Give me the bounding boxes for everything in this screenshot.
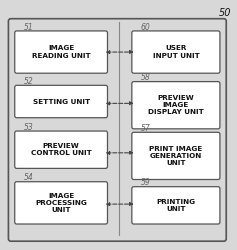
- Text: IMAGE
PROCESSING
UNIT: IMAGE PROCESSING UNIT: [35, 192, 87, 213]
- Text: PREVIEW
CONTROL UNIT: PREVIEW CONTROL UNIT: [31, 143, 91, 156]
- Text: 60: 60: [141, 23, 150, 32]
- FancyBboxPatch shape: [15, 31, 108, 73]
- Text: IMAGE
READING UNIT: IMAGE READING UNIT: [32, 46, 91, 59]
- FancyBboxPatch shape: [15, 85, 108, 118]
- Text: USER
INPUT UNIT: USER INPUT UNIT: [152, 46, 199, 59]
- Text: SETTING UNIT: SETTING UNIT: [32, 98, 90, 104]
- Text: 50: 50: [219, 8, 231, 18]
- FancyBboxPatch shape: [132, 82, 220, 129]
- Text: 52: 52: [24, 77, 33, 86]
- FancyBboxPatch shape: [9, 19, 226, 241]
- FancyBboxPatch shape: [132, 132, 220, 180]
- Text: 58: 58: [141, 73, 150, 82]
- Text: 54: 54: [24, 174, 33, 182]
- Text: 59: 59: [141, 178, 150, 188]
- Text: PREVIEW
IMAGE
DISPLAY UNIT: PREVIEW IMAGE DISPLAY UNIT: [148, 95, 204, 116]
- Text: PRINTING
UNIT: PRINTING UNIT: [156, 199, 196, 212]
- FancyBboxPatch shape: [132, 187, 220, 224]
- Text: 51: 51: [24, 23, 33, 32]
- Text: 53: 53: [24, 123, 33, 132]
- FancyBboxPatch shape: [132, 31, 220, 73]
- FancyBboxPatch shape: [15, 182, 108, 224]
- FancyBboxPatch shape: [15, 131, 108, 168]
- Text: PRINT IMAGE
GENERATION
UNIT: PRINT IMAGE GENERATION UNIT: [149, 146, 202, 166]
- Text: 57: 57: [141, 124, 150, 133]
